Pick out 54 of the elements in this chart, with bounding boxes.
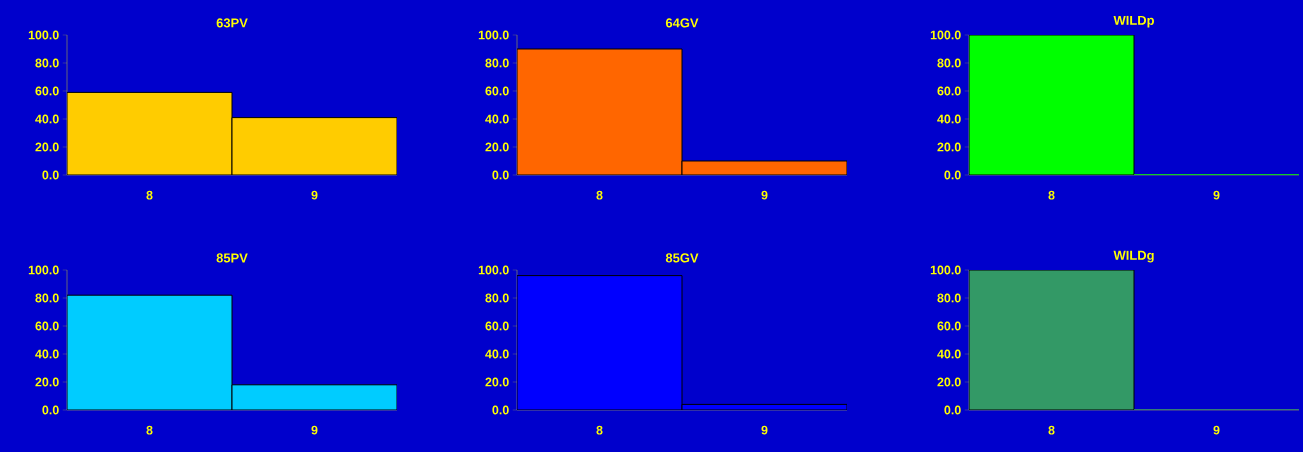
x-tick-label: 8: [596, 190, 603, 200]
x-tick-label: 9: [761, 190, 768, 200]
y-tick-label: 20.0: [35, 377, 59, 387]
y-tick-label: 60.0: [937, 86, 961, 96]
y-tick-label: 0.0: [944, 170, 961, 180]
chart-title: 63PV: [216, 18, 248, 28]
y-tick-label: 20.0: [937, 377, 961, 387]
x-tick-label: 9: [761, 425, 768, 435]
y-tick-label: 0.0: [944, 405, 961, 415]
x-tick-label: 8: [146, 425, 153, 435]
y-tick-label: 20.0: [485, 142, 509, 152]
y-tick-label: 40.0: [35, 114, 59, 124]
y-tick-label: 100.0: [28, 265, 59, 275]
y-tick-label: 40.0: [485, 349, 509, 359]
chart-title: WILDg: [1113, 250, 1154, 263]
y-tick-label: 20.0: [35, 142, 59, 152]
y-tick-label: 60.0: [937, 321, 961, 331]
y-tick-label: 20.0: [485, 377, 509, 387]
y-tick-label: 0.0: [492, 170, 509, 180]
y-tick-label: 80.0: [485, 293, 509, 303]
y-tick-label: 80.0: [937, 293, 961, 303]
x-tick-label: 9: [1213, 425, 1220, 435]
y-tick-label: 0.0: [492, 405, 509, 415]
y-tick-label: 0.0: [42, 170, 59, 180]
y-tick-label: 60.0: [485, 321, 509, 331]
x-tick-label: 8: [1048, 190, 1055, 200]
y-tick-label: 80.0: [35, 58, 59, 68]
y-tick-label: 100.0: [478, 265, 509, 275]
x-tick-label: 8: [596, 425, 603, 435]
y-tick-label: 100.0: [930, 265, 961, 275]
y-tick-label: 80.0: [937, 58, 961, 68]
chart-title: WILDp: [1113, 15, 1154, 28]
y-tick-label: 100.0: [28, 30, 59, 40]
y-tick-label: 60.0: [35, 321, 59, 331]
x-tick-label: 8: [1048, 425, 1055, 435]
y-tick-label: 40.0: [485, 114, 509, 124]
x-tick-label: 8: [146, 190, 153, 200]
y-tick-label: 60.0: [485, 86, 509, 96]
x-tick-label: 9: [311, 425, 318, 435]
x-tick-label: 9: [311, 190, 318, 200]
chart-title: 85PV: [216, 253, 248, 263]
y-tick-label: 40.0: [937, 114, 961, 124]
y-tick-label: 80.0: [35, 293, 59, 303]
chart-title: 85GV: [665, 253, 699, 263]
y-tick-label: 0.0: [42, 405, 59, 415]
y-tick-label: 20.0: [937, 142, 961, 152]
chart-title: 64GV: [665, 18, 699, 28]
y-tick-label: 80.0: [485, 58, 509, 68]
x-tick-label: 9: [1213, 190, 1220, 200]
y-tick-label: 100.0: [478, 30, 509, 40]
y-tick-label: 100.0: [930, 30, 961, 40]
y-tick-label: 40.0: [937, 349, 961, 359]
y-tick-label: 40.0: [35, 349, 59, 359]
y-tick-label: 60.0: [35, 86, 59, 96]
